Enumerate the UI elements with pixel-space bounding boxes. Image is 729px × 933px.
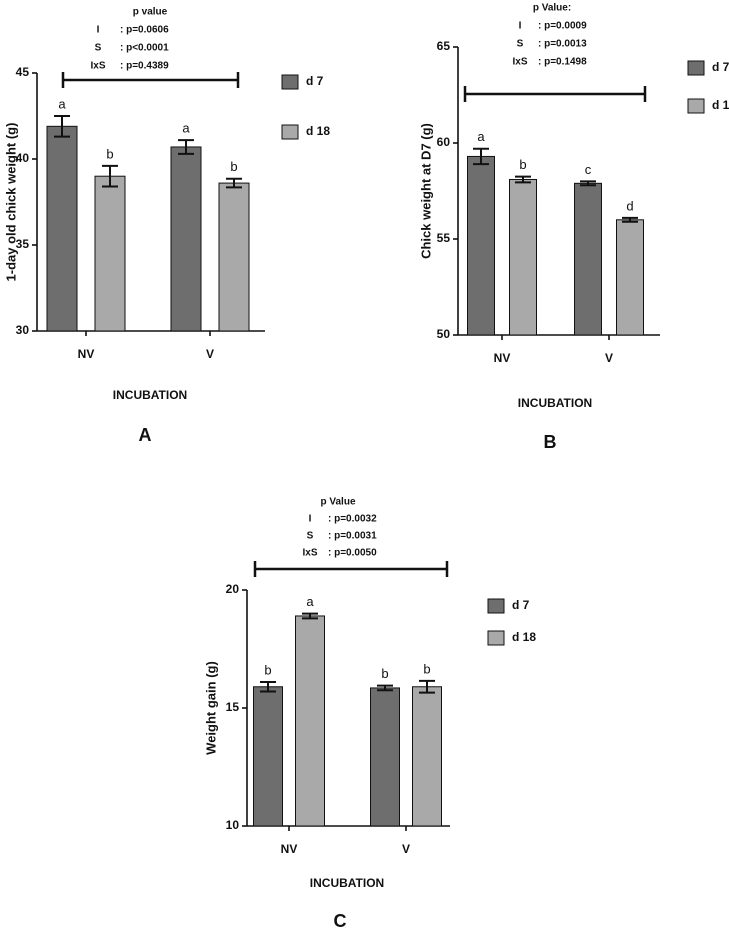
- x-tick-label: V: [402, 842, 410, 856]
- error-bar: [102, 164, 118, 188]
- error-bar: [226, 177, 242, 189]
- legend-label: d 7: [512, 598, 530, 612]
- legend-label: d 18: [712, 98, 729, 112]
- legend-swatch: [687, 98, 705, 114]
- stats-term: I: [309, 514, 312, 525]
- y-tick-label: 15: [226, 700, 240, 714]
- y-tick-label: 40: [16, 151, 30, 165]
- y-axis-label: 1-day old chick weight (g): [3, 123, 18, 282]
- comparison-line: [463, 86, 647, 102]
- legend-label: d 18: [306, 124, 330, 138]
- stats-p: : p=0.0050: [328, 548, 377, 559]
- error-bar: [377, 684, 393, 692]
- bar: [412, 686, 442, 827]
- bar: [46, 125, 78, 332]
- stats-term: I: [97, 25, 100, 36]
- bar: [218, 182, 250, 332]
- significance-letter: d: [626, 198, 633, 213]
- bar: [509, 178, 537, 336]
- error-bar: [473, 147, 489, 166]
- legend-swatch: [281, 124, 299, 140]
- significance-letter: a: [477, 129, 485, 144]
- legend-label: d 7: [306, 74, 324, 88]
- stats-term: I: [519, 21, 522, 32]
- error-bar: [54, 115, 70, 138]
- bar: [170, 146, 202, 332]
- significance-letter: b: [106, 146, 113, 161]
- legend-label: d 18: [512, 630, 536, 644]
- x-axis-label: INCUBATION: [518, 396, 592, 410]
- stats-header: p Value: [320, 497, 355, 508]
- significance-letter: a: [306, 594, 314, 609]
- x-tick-label: V: [605, 351, 613, 365]
- y-tick-label: 45: [16, 65, 30, 79]
- legend-swatch: [487, 598, 505, 614]
- x-tick-label: NV: [281, 842, 298, 856]
- y-axis-label: Chick weight at D7 (g): [418, 123, 433, 259]
- bar: [467, 155, 495, 336]
- bar: [94, 175, 126, 332]
- x-tick-label: V: [206, 347, 214, 361]
- bar: [295, 615, 325, 827]
- legend-swatch: [487, 630, 505, 646]
- y-tick-label: 30: [16, 323, 30, 337]
- y-tick-label: 35: [16, 237, 30, 251]
- y-tick-label: 20: [226, 582, 240, 596]
- stats-p: : p=0.0013: [538, 39, 587, 50]
- stats-term: S: [307, 531, 314, 542]
- significance-letter: a: [182, 121, 190, 136]
- x-tick-label: NV: [78, 347, 95, 361]
- comparison-line: [253, 561, 449, 577]
- y-axis-label: Weight gain (g): [203, 661, 218, 755]
- legend-label: d 7: [712, 60, 729, 74]
- comparison-line: [61, 72, 240, 88]
- legend-swatch: [281, 74, 299, 90]
- y-tick-label: 55: [437, 231, 451, 245]
- significance-letter: a: [58, 96, 66, 111]
- error-bar: [580, 180, 596, 187]
- error-bar: [178, 139, 194, 155]
- stats-p: : p=0.0606: [120, 25, 169, 36]
- stats-term: S: [95, 43, 102, 54]
- stats-p: : p<0.0001: [120, 43, 169, 54]
- x-axis-label: INCUBATION: [310, 876, 384, 890]
- error-bar: [515, 175, 531, 184]
- bar: [616, 219, 644, 336]
- x-tick-label: NV: [494, 351, 511, 365]
- significance-letter: b: [264, 662, 271, 677]
- bar: [253, 686, 283, 827]
- stats-header: p value: [133, 7, 168, 18]
- stats-term: S: [517, 39, 524, 50]
- stats-p: : p=0.0032: [328, 514, 377, 525]
- stats-p: : p=0.1498: [538, 57, 587, 68]
- y-tick-label: 10: [226, 818, 240, 832]
- panel-label: A: [139, 425, 152, 445]
- panel-label: C: [334, 911, 347, 931]
- significance-letter: c: [585, 162, 592, 177]
- y-tick-label: 50: [437, 327, 451, 341]
- stats-header: p Value:: [533, 3, 571, 14]
- y-tick-label: 65: [437, 39, 451, 53]
- error-bar: [260, 681, 276, 693]
- stats-p: : p=0.0031: [328, 531, 377, 542]
- legend-swatch: [687, 60, 705, 76]
- stats-p: : p=0.0009: [538, 21, 587, 32]
- bar: [370, 687, 400, 827]
- panel-label: B: [544, 432, 557, 452]
- significance-letter: b: [423, 661, 430, 676]
- stats-p: : p=0.4389: [120, 61, 169, 72]
- y-tick-label: 60: [437, 135, 451, 149]
- x-axis-label: INCUBATION: [113, 388, 187, 402]
- stats-term: IxS: [302, 548, 317, 559]
- significance-letter: b: [519, 157, 526, 172]
- error-bar: [419, 679, 435, 694]
- stats-term: IxS: [512, 57, 527, 68]
- significance-letter: b: [230, 159, 237, 174]
- error-bar: [622, 216, 638, 223]
- error-bar: [302, 612, 318, 620]
- significance-letter: b: [381, 666, 388, 681]
- bar: [574, 182, 602, 336]
- stats-term: IxS: [90, 61, 105, 72]
